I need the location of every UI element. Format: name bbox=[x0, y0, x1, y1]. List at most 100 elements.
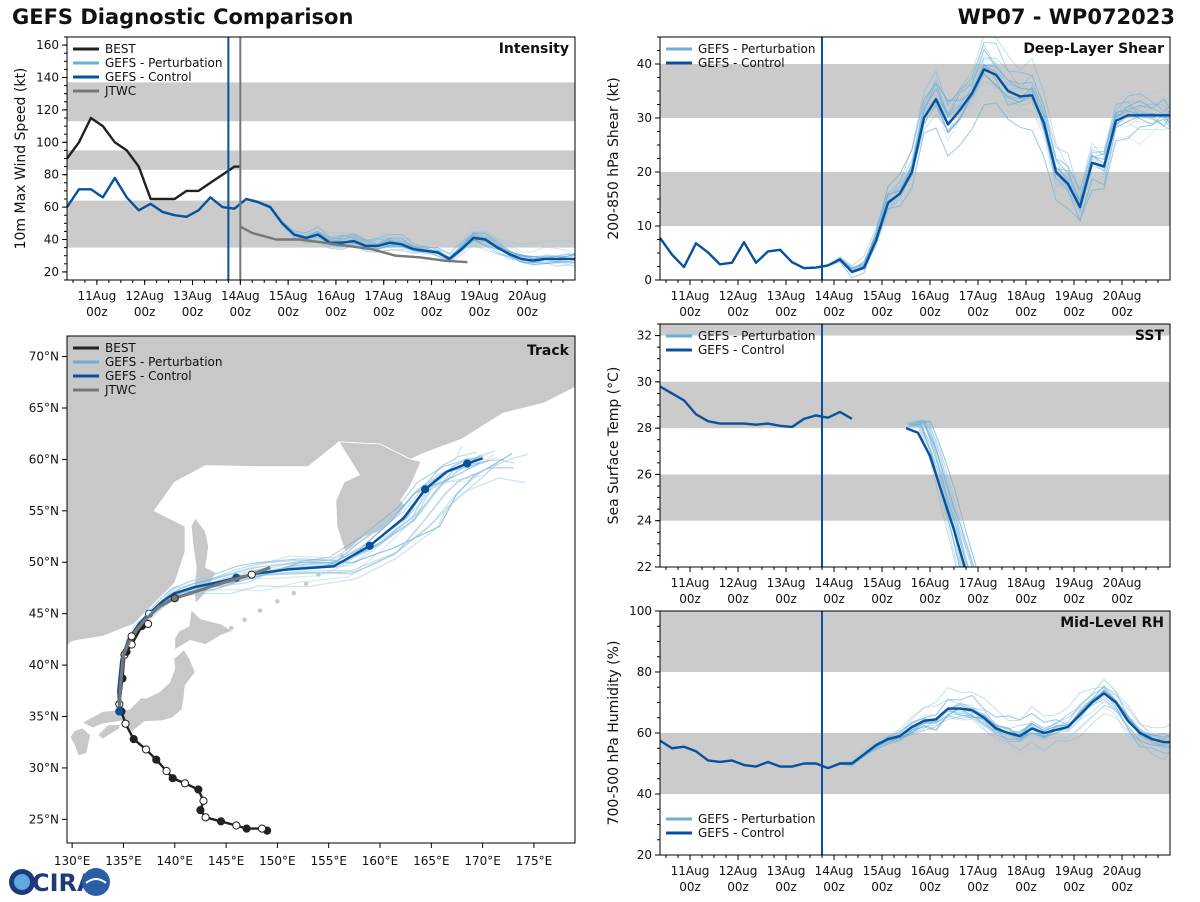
rh-perturbation-member bbox=[827, 700, 1170, 769]
storm-id: WP07 - WP072023 bbox=[957, 5, 1175, 29]
track-init-marker bbox=[115, 707, 124, 716]
rh-xtick-label: 00z bbox=[967, 880, 989, 894]
sst-ytick-label: 22 bbox=[637, 560, 652, 574]
intensity-band-2 bbox=[67, 82, 575, 122]
rh-xtick-label: 18Aug bbox=[1007, 864, 1046, 878]
track-point bbox=[216, 817, 226, 826]
sst-xtick-label: 00z bbox=[679, 592, 701, 606]
sst-perturbation-member bbox=[913, 421, 969, 567]
shear-plot-area bbox=[660, 37, 1170, 280]
intensity-ytick-label: 100 bbox=[36, 135, 59, 149]
rh-xtick-label: 00z bbox=[1111, 880, 1133, 894]
sst-perturbation-member bbox=[909, 422, 968, 567]
mainland-land bbox=[67, 336, 575, 647]
rh-xtick-label: 19Aug bbox=[1055, 864, 1094, 878]
rh-ytick-label: 40 bbox=[637, 787, 652, 801]
track-legend-label: JTWC bbox=[104, 383, 136, 397]
track-point bbox=[170, 594, 179, 603]
intensity-band-1 bbox=[67, 150, 575, 170]
shear-ytick-label: 10 bbox=[637, 219, 652, 233]
rh-xtick-label: 00z bbox=[1063, 880, 1085, 894]
sst-perturbation-member bbox=[906, 423, 959, 567]
track-jtwc bbox=[117, 565, 271, 712]
sst-perturbation-member bbox=[915, 421, 976, 567]
shear-ytick-label: 0 bbox=[644, 273, 652, 287]
intensity-series-best bbox=[67, 116, 241, 201]
intensity-ytick-label: 160 bbox=[36, 38, 59, 52]
sst-perturbation-member bbox=[906, 422, 957, 567]
rh-series-gefs-control bbox=[660, 692, 1170, 770]
logo-seal-icon bbox=[82, 868, 110, 896]
track-legend-label: GEFS - Perturbation bbox=[105, 355, 222, 369]
track-best bbox=[118, 622, 268, 832]
shear-xtick-label: 00z bbox=[775, 305, 797, 319]
shear-perturbation-member bbox=[827, 54, 1170, 273]
shear-xtick-label: 13Aug bbox=[767, 289, 806, 303]
shear-perturbation-member bbox=[827, 57, 1170, 267]
track-xtick-label: 160°E bbox=[362, 854, 399, 868]
logo-wave-icon bbox=[85, 878, 107, 884]
intensity-xtick-label: 00z bbox=[182, 305, 204, 319]
sst-xtick-label: 15Aug bbox=[863, 576, 902, 590]
rh-band-1 bbox=[660, 611, 1170, 672]
hokkaido-land bbox=[174, 608, 234, 651]
sst-series-gefs-control bbox=[660, 385, 853, 429]
track-ytick-label: 70°N bbox=[29, 350, 59, 364]
figure-title: GEFS Diagnostic Comparison bbox=[12, 5, 354, 29]
track-point bbox=[129, 735, 138, 744]
sst-perturbation-member bbox=[911, 419, 967, 567]
rh-perturbation-member bbox=[827, 706, 1170, 769]
track-point bbox=[201, 813, 210, 822]
rh-title: Mid-Level RH bbox=[1060, 615, 1164, 631]
rh-legend-label: GEFS - Control bbox=[698, 826, 785, 840]
sst-xtick-label: 00z bbox=[775, 592, 797, 606]
rh-xtick-label: 00z bbox=[727, 880, 749, 894]
rh-ylabel: 700-500 hPa Humidity (%) bbox=[606, 641, 622, 826]
kuril-island bbox=[291, 590, 297, 596]
kamchatka-land bbox=[335, 441, 422, 553]
sst-frame bbox=[659, 323, 1171, 568]
track-point bbox=[152, 755, 161, 764]
shear-ytick-label: 40 bbox=[637, 57, 652, 71]
intensity-xtick-label: 00z bbox=[373, 305, 395, 319]
track-ytick-label: 65°N bbox=[29, 401, 59, 415]
sst-xtick-label: 00z bbox=[1063, 592, 1085, 606]
sst-xtick-label: 11Aug bbox=[671, 576, 710, 590]
track-ytick-label: 50°N bbox=[29, 555, 59, 569]
track-point bbox=[463, 459, 472, 468]
rh-ytick-label: 80 bbox=[637, 665, 652, 679]
intensity-series-jtwc bbox=[239, 225, 468, 264]
sst-series-gefs-control-forecast- bbox=[905, 427, 966, 567]
track-point bbox=[247, 570, 256, 579]
shear-legend-label: GEFS - Control bbox=[698, 56, 785, 70]
track-ytick-label: 40°N bbox=[29, 658, 59, 672]
shear-xtick-label: 00z bbox=[1111, 305, 1133, 319]
panel-shear: 0 10 20 30 40 11Aug 00z 12Aug 00z 13Aug 00z 14Aug 00… bbox=[606, 36, 1171, 319]
track-ytick-label: 55°N bbox=[29, 504, 59, 518]
shear-xtick-label: 16Aug bbox=[911, 289, 950, 303]
intensity-series-gefs-control bbox=[67, 176, 575, 262]
sst-title: SST bbox=[1135, 328, 1165, 344]
rh-xtick-label: 17Aug bbox=[959, 864, 998, 878]
sst-ytick-label: 30 bbox=[637, 375, 652, 389]
track-xtick-label: 175°E bbox=[516, 854, 553, 868]
cira-logo: CIRA bbox=[6, 866, 116, 898]
track-xtick-label: 165°E bbox=[413, 854, 450, 868]
sst-band-0 bbox=[660, 474, 1170, 521]
intensity-plot-area bbox=[67, 37, 575, 280]
rh-xtick-label: 14Aug bbox=[815, 864, 854, 878]
rh-xtick-label: 11Aug bbox=[671, 864, 710, 878]
sst-legend-label: GEFS - Perturbation bbox=[698, 329, 815, 343]
shear-xtick-label: 00z bbox=[679, 305, 701, 319]
rh-band-0 bbox=[660, 733, 1170, 794]
intensity-xtick-label: 13Aug bbox=[173, 289, 212, 303]
shear-xtick-label: 20Aug bbox=[1103, 289, 1142, 303]
track-point bbox=[242, 824, 251, 833]
sst-perturbation-member bbox=[916, 423, 973, 567]
panel-track: 130°E 135°E 140°E 145°E 150°E 155°E 160°E 165°E… bbox=[29, 335, 576, 868]
intensity-legend-label: GEFS - Control bbox=[105, 70, 192, 84]
sst-band-2 bbox=[660, 324, 1170, 336]
intensity-legend-label: JTWC bbox=[104, 84, 136, 98]
track-point bbox=[143, 619, 153, 629]
shear-series-gefs-control bbox=[660, 68, 1170, 274]
